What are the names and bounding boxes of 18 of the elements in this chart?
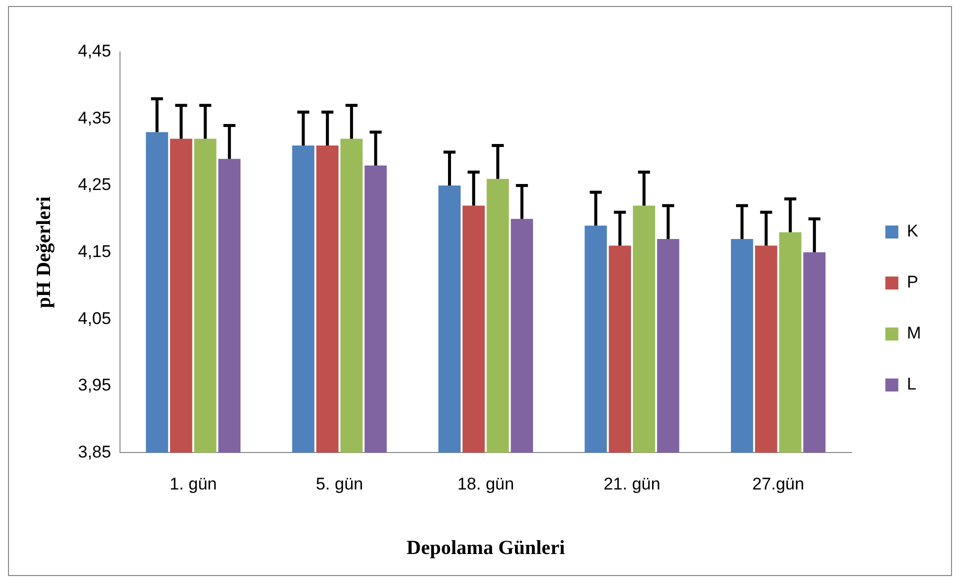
y-axis-title: pH Değerleri <box>33 196 56 308</box>
y-tick-label: 3,85 <box>78 442 112 462</box>
y-tick-label: 4,45 <box>78 42 112 61</box>
legend-label: M <box>906 324 922 343</box>
legend-label: K <box>906 222 919 241</box>
y-tick-label: 4,05 <box>78 308 112 328</box>
x-tick-label: 18. gün <box>457 474 514 494</box>
y-tick-label: 4,35 <box>78 108 112 128</box>
legend-label: L <box>906 374 916 394</box>
x-axis-title: Depolama Günleri <box>406 537 566 560</box>
x-tick-label: 5. gün <box>316 474 364 494</box>
y-tick-label: 4,15 <box>78 242 112 261</box>
y-tick-label: 3,95 <box>78 376 112 395</box>
legend-label: P <box>906 272 918 292</box>
x-tick-label: 27.gün <box>752 474 804 494</box>
y-tick-label: 4,25 <box>78 175 112 194</box>
x-tick-label: 1. gün <box>170 474 217 494</box>
x-tick-label: 21. gün <box>604 474 660 494</box>
